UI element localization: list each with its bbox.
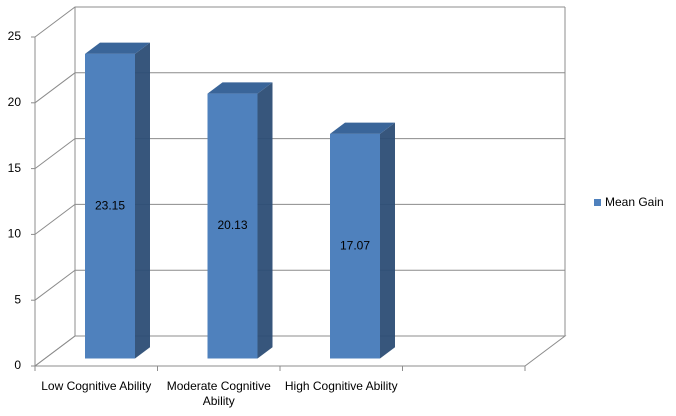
x-tick-label: High Cognitive Ability [284, 379, 398, 393]
y-tick-label: 10 [8, 227, 22, 241]
grid-line [34, 72, 565, 104]
bar-side [135, 42, 150, 359]
legend-swatch [594, 199, 601, 206]
bar-top [85, 42, 150, 54]
bar [330, 133, 380, 359]
bar [207, 93, 258, 359]
grid-line [34, 335, 565, 367]
bar-top [207, 82, 273, 94]
y-tick-label: 15 [8, 161, 22, 175]
grid-line [34, 138, 565, 170]
bar [85, 53, 135, 359]
y-tick-label: 20 [8, 95, 22, 109]
data-label: 17.07 [340, 238, 370, 252]
x-tick-label: Low Cognitive Ability [41, 379, 152, 393]
grid-line [34, 203, 565, 235]
y-tick-label: 5 [14, 292, 21, 306]
data-label: 20.13 [217, 218, 247, 232]
x-tick-label: Moderate Cognitive Ability [166, 379, 271, 408]
y-tick-label: 25 [8, 29, 22, 43]
y-tick-label: 0 [14, 358, 21, 372]
bar-side [257, 82, 273, 359]
data-label: 23.15 [95, 198, 125, 212]
grid-line [34, 6, 565, 38]
bar-top [330, 122, 395, 134]
legend-label: Mean Gain [605, 195, 664, 209]
bar-side [380, 122, 395, 359]
grid-line [34, 269, 565, 301]
